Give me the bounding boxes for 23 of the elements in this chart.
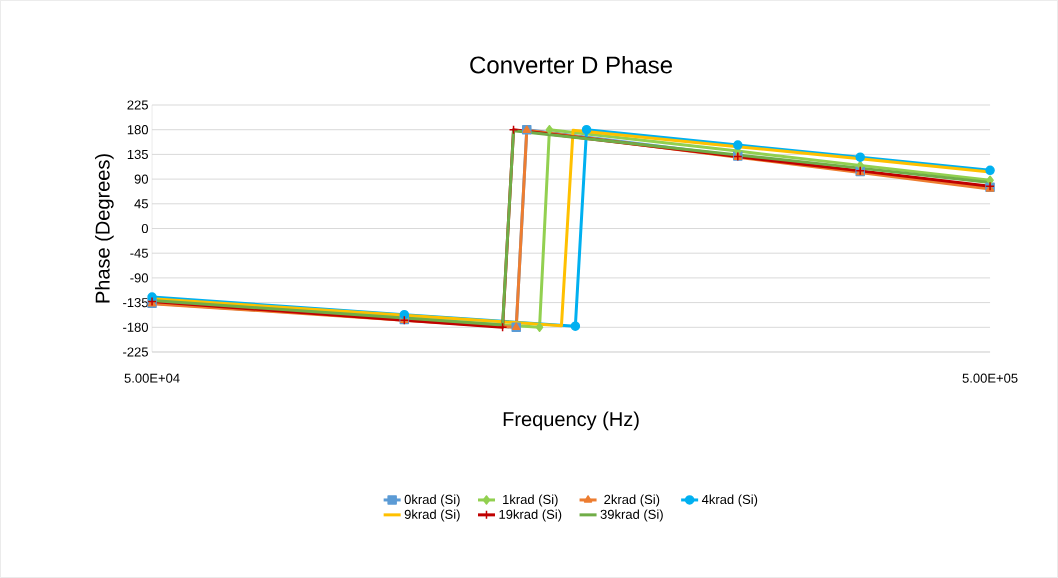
- y-tick-label: 180: [127, 125, 149, 135]
- y-tick-label: -135: [123, 298, 148, 308]
- y-tick-label: 0: [141, 223, 149, 234]
- y-tick-label: -180: [123, 322, 149, 332]
- legend-label: 19krad (Si): [499, 509, 562, 522]
- legend-label: 1krad (Si): [503, 494, 558, 507]
- legend-label: 4krad (Si): [701, 494, 758, 507]
- x-tick-label: 5.00E+05: [962, 373, 1018, 383]
- x-tick-label: 5.00E+04: [124, 373, 180, 383]
- y-tick-label: 90: [134, 174, 149, 184]
- x-axis-title: Frequency (Hz): [503, 411, 639, 431]
- y-axis-title: Phase (Degrees): [95, 154, 114, 303]
- y-tick-label: 45: [134, 199, 148, 209]
- legend-label: 2krad (Si): [604, 494, 660, 507]
- chart-title: Converter D Phase: [470, 55, 672, 74]
- legend-label: 0krad (Si): [404, 494, 460, 507]
- legend-label: 39krad (Si): [600, 509, 663, 522]
- legend-label: 9krad (Si): [404, 509, 460, 522]
- y-tick-label: 135: [127, 149, 148, 159]
- y-tick-label: -225: [123, 347, 148, 357]
- y-tick-label: -90: [130, 273, 149, 283]
- y-tick-label: -45: [130, 248, 148, 258]
- y-tick-label: 225: [127, 100, 148, 110]
